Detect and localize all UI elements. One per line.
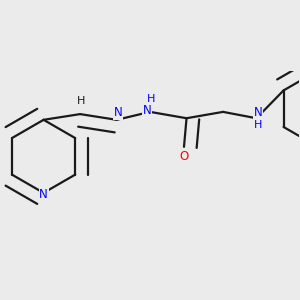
Text: O: O xyxy=(179,151,189,164)
Text: N: N xyxy=(143,104,152,117)
Text: H: H xyxy=(254,120,262,130)
Text: N: N xyxy=(39,188,48,201)
Text: H: H xyxy=(147,94,155,104)
Text: H: H xyxy=(76,96,85,106)
Text: N: N xyxy=(114,106,123,119)
Text: N: N xyxy=(254,106,262,119)
